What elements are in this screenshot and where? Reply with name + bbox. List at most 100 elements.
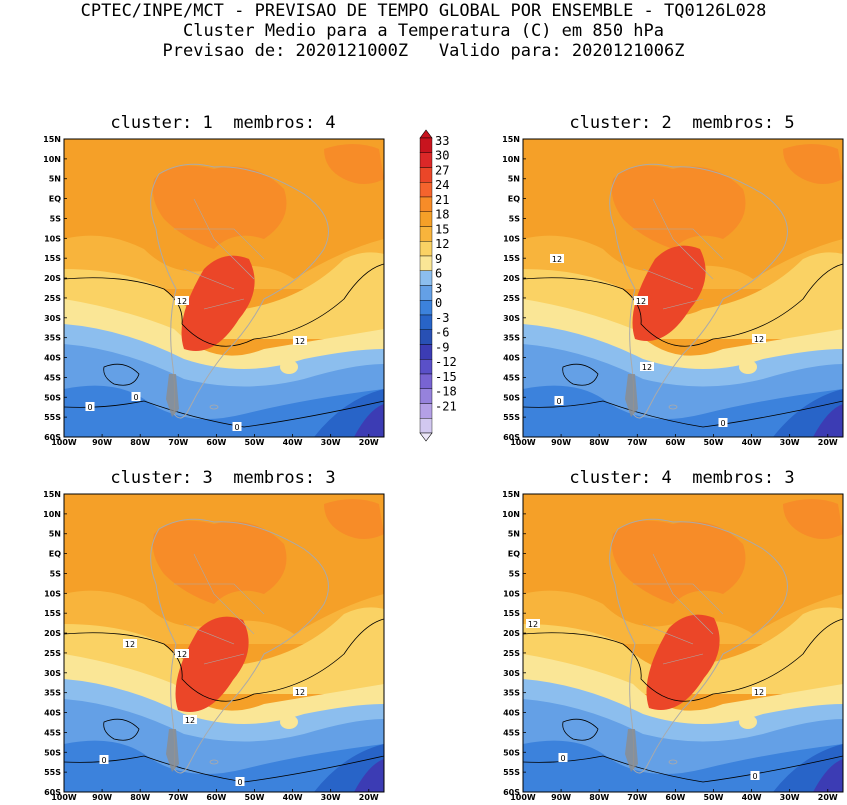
lon-tick-label: 20W bbox=[359, 438, 379, 447]
colorbar-label: -12 bbox=[435, 355, 457, 369]
temperature-map-cluster-3: 15N 10N 5N EQ 5S 10S 15S 20S 25S 30S 35S 40S 45S 50S 5… bbox=[43, 490, 385, 802]
colorbar-swatch bbox=[419, 329, 433, 345]
lat-tick-label: 40S bbox=[44, 354, 61, 363]
lon-tick-label: 50W bbox=[703, 793, 723, 802]
lat-tick-label: 25S bbox=[503, 649, 520, 658]
lat-tick-label: 20S bbox=[503, 629, 520, 638]
lon-tick-label: 20W bbox=[818, 438, 838, 447]
colorbar-swatch bbox=[419, 182, 433, 198]
lat-tick-label: 55S bbox=[503, 413, 520, 422]
contour-label: 0 bbox=[87, 403, 92, 412]
lon-tick-label: 30W bbox=[780, 793, 800, 802]
panel-title-4: cluster: 4 membros: 3 bbox=[569, 468, 795, 488]
lat-tick-label: 10N bbox=[502, 155, 520, 164]
colorbar-label: 27 bbox=[435, 163, 449, 177]
lat-tick-label: 20S bbox=[503, 274, 520, 283]
lon-tick-label: 40W bbox=[283, 438, 303, 447]
colorbar-swatch bbox=[419, 226, 433, 242]
contour-label: 12 bbox=[125, 640, 135, 649]
lon-tick-label: 70W bbox=[168, 438, 188, 447]
colorbar-swatch bbox=[419, 314, 433, 330]
colorbar-swatch bbox=[419, 418, 433, 434]
colorbar-swatch bbox=[419, 211, 433, 227]
panel-title-2: cluster: 2 membros: 5 bbox=[569, 113, 795, 133]
colorbar-swatch bbox=[419, 285, 433, 301]
lon-tick-label: 80W bbox=[589, 438, 609, 447]
colorbar-top-arrow bbox=[419, 129, 433, 139]
lat-tick-label: 15N bbox=[43, 490, 61, 499]
lat-tick-label: 10S bbox=[44, 234, 61, 243]
lat-tick-label: 40S bbox=[503, 709, 520, 718]
subtitle-variable: Cluster Medio para a Temperatura (C) em … bbox=[182, 21, 665, 41]
lat-tick-label: 50S bbox=[503, 393, 520, 402]
lat-tick-label: 50S bbox=[503, 748, 520, 757]
contour-label: 12 bbox=[754, 335, 764, 344]
colorbar-swatch bbox=[419, 255, 433, 271]
lon-tick-label: 80W bbox=[589, 793, 609, 802]
contour-label: 12 bbox=[295, 337, 305, 346]
lon-tick-label: 50W bbox=[703, 438, 723, 447]
colorbar-swatch bbox=[419, 344, 433, 360]
colorbar-label: 3 bbox=[435, 281, 442, 295]
lat-tick-label: 5N bbox=[508, 175, 520, 184]
colorbar-label: -6 bbox=[435, 326, 449, 340]
colorbar-label: 6 bbox=[435, 267, 442, 281]
contour-label: 12 bbox=[528, 620, 538, 629]
lat-tick-label: 15S bbox=[44, 254, 61, 263]
lat-tick-label: 60S bbox=[44, 433, 61, 442]
lat-tick-label: 40S bbox=[503, 354, 520, 363]
lat-tick-label: 45S bbox=[44, 373, 61, 382]
colorbar-swatch bbox=[419, 270, 433, 286]
lat-tick-label: 35S bbox=[44, 689, 61, 698]
contour-label: 0 bbox=[133, 393, 138, 402]
lat-tick-label: 35S bbox=[44, 334, 61, 343]
lat-tick-label: 30S bbox=[503, 669, 520, 678]
lat-tick-label: 50S bbox=[44, 393, 61, 402]
lon-tick-label: 30W bbox=[321, 438, 341, 447]
colorbar-swatch bbox=[419, 403, 433, 419]
lat-tick-label: 30S bbox=[503, 314, 520, 323]
lat-tick-label: 10S bbox=[44, 589, 61, 598]
colorbar-label: -18 bbox=[435, 385, 457, 399]
lat-tick-label: 20S bbox=[44, 629, 61, 638]
colorbar-label: 21 bbox=[435, 193, 449, 207]
lat-tick-label: 55S bbox=[44, 413, 61, 422]
lon-tick-label: 90W bbox=[92, 793, 112, 802]
lon-tick-label: 90W bbox=[92, 438, 112, 447]
colorbar-swatch bbox=[419, 196, 433, 212]
lon-tick-label: 40W bbox=[283, 793, 303, 802]
lat-tick-label: 35S bbox=[503, 689, 520, 698]
lon-tick-label: 50W bbox=[244, 438, 264, 447]
lat-tick-label: 30S bbox=[44, 669, 61, 678]
lon-tick-label: 50W bbox=[244, 793, 264, 802]
lat-tick-label: 15N bbox=[502, 135, 520, 144]
panel-title-3: cluster: 3 membros: 3 bbox=[110, 468, 336, 488]
contour-label: 0 bbox=[560, 754, 565, 763]
lat-tick-label: 25S bbox=[503, 294, 520, 303]
lon-tick-label: 60W bbox=[206, 793, 226, 802]
colorbar-swatch bbox=[419, 137, 433, 153]
panel-title-1: cluster: 1 membros: 4 bbox=[110, 113, 336, 133]
contour-label: 0 bbox=[752, 772, 757, 781]
temperature-map-cluster-1: 15N 10N 5N EQ 5S 10S 15S 20S 25S 30S 35S 40S 45S 50S 5… bbox=[43, 135, 385, 447]
temperature-map-cluster-4: 15N 10N 5N EQ 5S 10S 15S 20S 25S 30S 35S 40S 45S 50S 5… bbox=[502, 490, 844, 802]
colorbar-swatch bbox=[419, 359, 433, 375]
subtitle-dates: Previsao de: 2020121000Z Valido para: 20… bbox=[162, 41, 685, 61]
lat-tick-label: 15N bbox=[43, 135, 61, 144]
lon-tick-label: 60W bbox=[206, 438, 226, 447]
colorbar-label: 0 bbox=[435, 296, 442, 310]
contour-label: 12 bbox=[177, 297, 187, 306]
lat-tick-label: 15S bbox=[503, 254, 520, 263]
lat-tick-label: 45S bbox=[503, 373, 520, 382]
lat-tick-label: 5S bbox=[50, 569, 62, 578]
colorbar-label: -15 bbox=[435, 370, 457, 384]
lat-tick-label: 35S bbox=[503, 334, 520, 343]
colorbar-label: 24 bbox=[435, 178, 449, 192]
lat-tick-label: EQ bbox=[49, 550, 61, 559]
lon-tick-label: 70W bbox=[627, 438, 647, 447]
colorbar-label: -3 bbox=[435, 311, 449, 325]
lon-tick-label: 70W bbox=[168, 793, 188, 802]
lon-tick-label: 100W bbox=[510, 438, 536, 447]
lat-tick-label: 45S bbox=[503, 728, 520, 737]
